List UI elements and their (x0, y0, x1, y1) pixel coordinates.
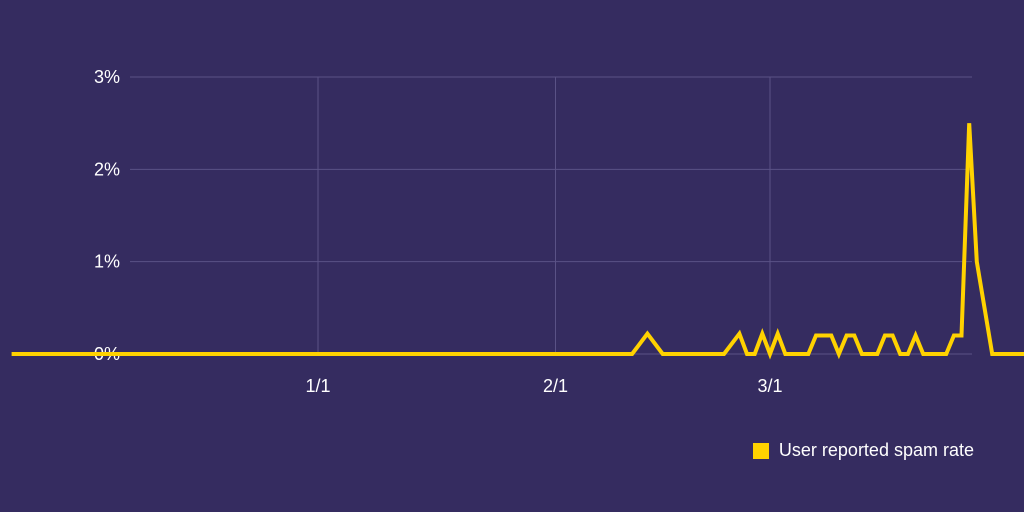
legend-swatch (752, 442, 769, 459)
x-tick-label: 3/1 (757, 376, 782, 396)
series-line (11, 123, 1024, 360)
y-tick-label: 3% (94, 67, 120, 87)
x-tick-label: 2/1 (543, 376, 568, 396)
x-tick-label: 1/1 (305, 376, 330, 396)
y-tick-label: 1% (94, 252, 120, 272)
legend-label: User reported spam rate (778, 440, 974, 460)
y-tick-label: 2% (94, 159, 120, 179)
legend: User reported spam rate (752, 440, 974, 461)
